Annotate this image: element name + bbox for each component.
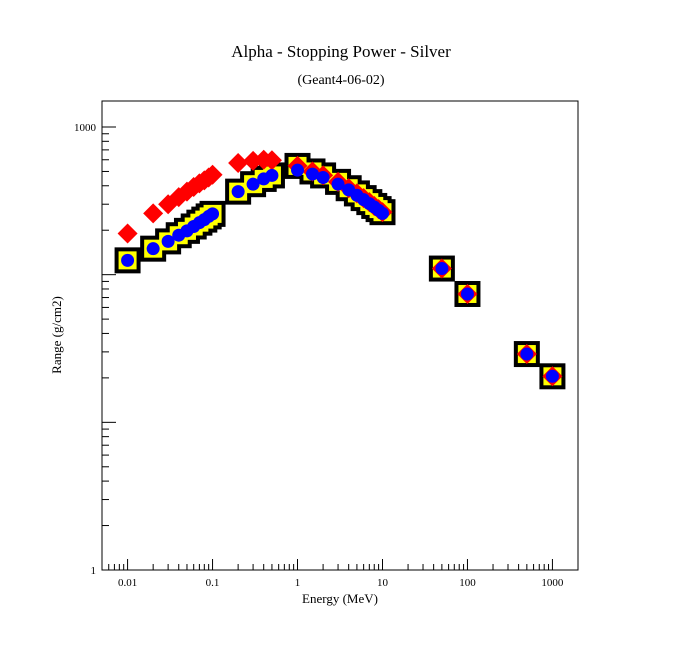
circle-marker (305, 167, 319, 181)
circle-marker (435, 262, 449, 276)
circle-marker (520, 347, 534, 361)
y-tick-label: 1 (91, 565, 97, 577)
x-tick-label: 100 (459, 577, 476, 589)
axis-tick-labels: 0.01 0.1 1 10 100 1000 1 1000 (74, 122, 564, 589)
chart-title: Alpha - Stopping Power - Silver (231, 42, 451, 61)
circle-marker (375, 206, 389, 220)
x-axis-label: Energy (MeV) (302, 591, 378, 606)
x-tick-label: 1000 (541, 577, 564, 589)
circle-marker (161, 234, 175, 248)
plot-frame (101, 100, 579, 571)
diamond-marker (202, 164, 223, 185)
circle-marker (291, 163, 305, 177)
y-tick-label: 1000 (74, 122, 97, 134)
circle-marker (146, 242, 160, 256)
y-axis-label: Range (g/cm2) (49, 296, 64, 374)
circle-marker (246, 177, 260, 191)
x-tick-label: 1 (295, 577, 301, 589)
diamond-marker (228, 153, 249, 174)
circle-marker (331, 177, 345, 191)
chart-subtitle: (Geant4-06-02) (297, 73, 384, 88)
x-tick-label: 0.01 (118, 577, 137, 589)
circle-marker (121, 253, 135, 267)
axis-ticks (101, 126, 579, 571)
diamond-marker (117, 223, 138, 244)
circle-marker (316, 171, 330, 185)
circle-marker (265, 168, 279, 182)
x-tick-label: 0.1 (206, 577, 220, 589)
diamond-marker (143, 203, 164, 224)
circle-marker (545, 369, 559, 383)
x-tick-label: 10 (377, 577, 389, 589)
circle-marker (231, 185, 245, 199)
diamond-marker (261, 150, 282, 171)
circle-series (121, 163, 559, 383)
circle-marker (206, 207, 220, 221)
circle-marker (460, 287, 474, 301)
data-marks (114, 149, 566, 390)
